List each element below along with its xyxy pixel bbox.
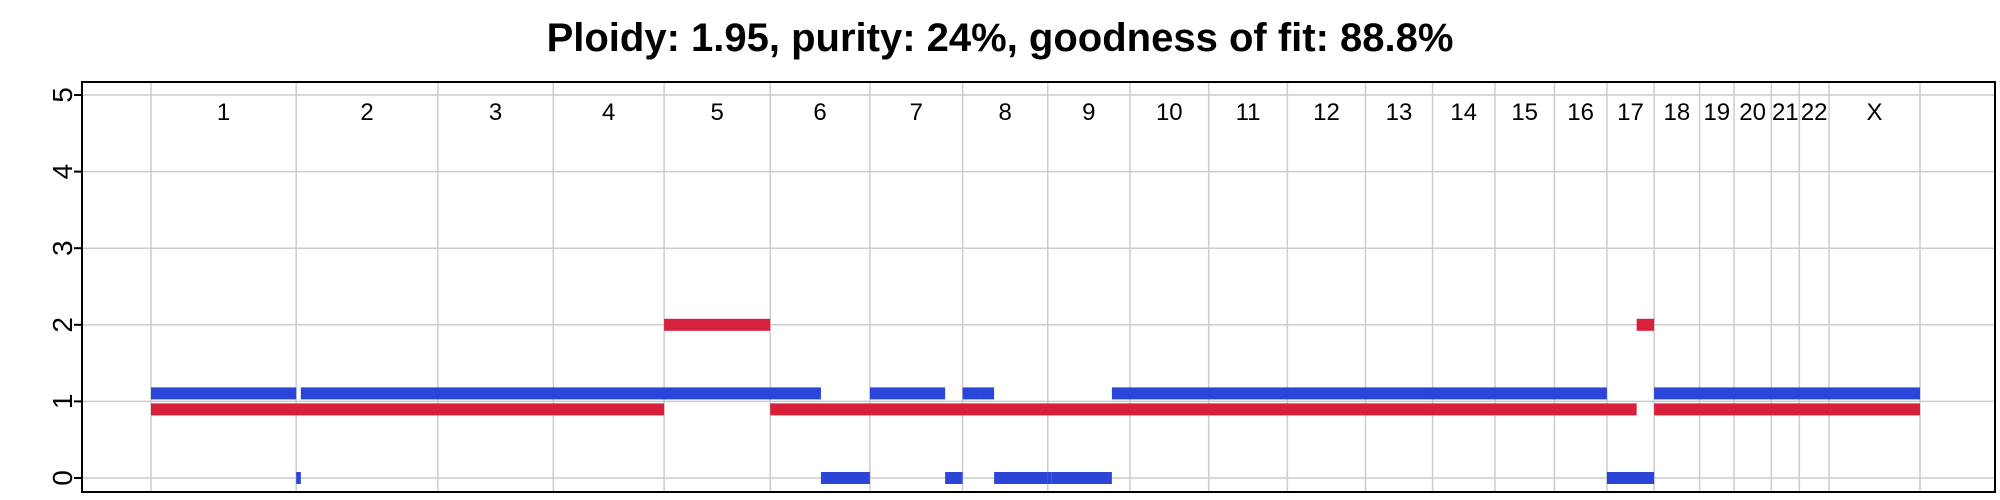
- y-tick-label: 3: [47, 240, 78, 256]
- chromosome-label: 11: [1236, 99, 1261, 126]
- chromosome-label: 3: [489, 99, 502, 126]
- chromosome-label: 20: [1739, 99, 1766, 126]
- minor-allele-bar: [1111, 387, 1607, 400]
- minor-allele-bar: [296, 472, 301, 484]
- y-tick-label: 4: [47, 164, 78, 180]
- minor-allele-bar: [820, 472, 870, 484]
- grid-lines: [82, 82, 1995, 492]
- chromosome-label: 13: [1386, 99, 1413, 126]
- chromosome-label: 2: [360, 99, 373, 126]
- minor-allele-bar: [945, 472, 963, 484]
- chromosome-label: X: [1867, 99, 1883, 126]
- y-tick-label: 0: [47, 470, 78, 486]
- plot-frame: [81, 81, 1996, 493]
- y-axis: 0 1 2 3 4 5: [47, 87, 83, 486]
- major-allele-bar: [664, 318, 771, 331]
- minor-allele-bar: [300, 387, 821, 400]
- chromosome-label: 5: [710, 99, 723, 126]
- segment-bars: [151, 318, 1920, 484]
- minor-allele-bar: [979, 387, 995, 400]
- minor-allele-bar: [994, 472, 1048, 484]
- chromosome-label: 4: [602, 99, 615, 126]
- minor-allele-bar: [1047, 472, 1052, 484]
- chromosome-label: 7: [910, 99, 923, 126]
- chromosome-label: 21: [1772, 99, 1799, 126]
- y-tick-label: 1: [47, 394, 78, 410]
- chromosome-label: 10: [1156, 99, 1183, 126]
- major-allele-bar: [151, 403, 665, 416]
- chromosome-labels: 1 2 3 4 5 6 7 8 9 10 11 12 13 14 15 16 17 18 19 20 21 22 X: [217, 99, 1883, 126]
- chromosome-label: 9: [1082, 99, 1095, 126]
- minor-allele-bar: [869, 387, 946, 400]
- major-allele-bar: [1654, 403, 1920, 416]
- chromosome-label: 16: [1567, 99, 1594, 126]
- y-tick-label: 2: [47, 317, 78, 333]
- major-allele-bar: [770, 403, 1637, 416]
- chromosome-label: 19: [1703, 99, 1730, 126]
- minor-allele-bar: [151, 387, 297, 400]
- chromosome-label: 12: [1313, 99, 1340, 126]
- chromosome-label: 8: [999, 99, 1012, 126]
- y-tick-label: 5: [47, 87, 78, 103]
- minor-allele-bar: [1654, 387, 1920, 400]
- chromosome-label: 18: [1664, 99, 1691, 126]
- minor-allele-bar: [1606, 472, 1655, 484]
- chromosome-label: 22: [1801, 99, 1828, 126]
- minor-allele-bar: [962, 387, 980, 400]
- minor-allele-bar: [1051, 472, 1112, 484]
- major-allele-bar: [1636, 318, 1655, 331]
- chart-title: Ploidy: 1.95, purity: 24%, goodness of f…: [546, 16, 1454, 60]
- chromosome-label: 1: [217, 99, 230, 126]
- chromosome-label: 15: [1511, 99, 1538, 126]
- chromosome-label: 6: [813, 99, 826, 126]
- chromosome-label: 17: [1617, 99, 1644, 126]
- chromosome-label: 14: [1450, 99, 1477, 126]
